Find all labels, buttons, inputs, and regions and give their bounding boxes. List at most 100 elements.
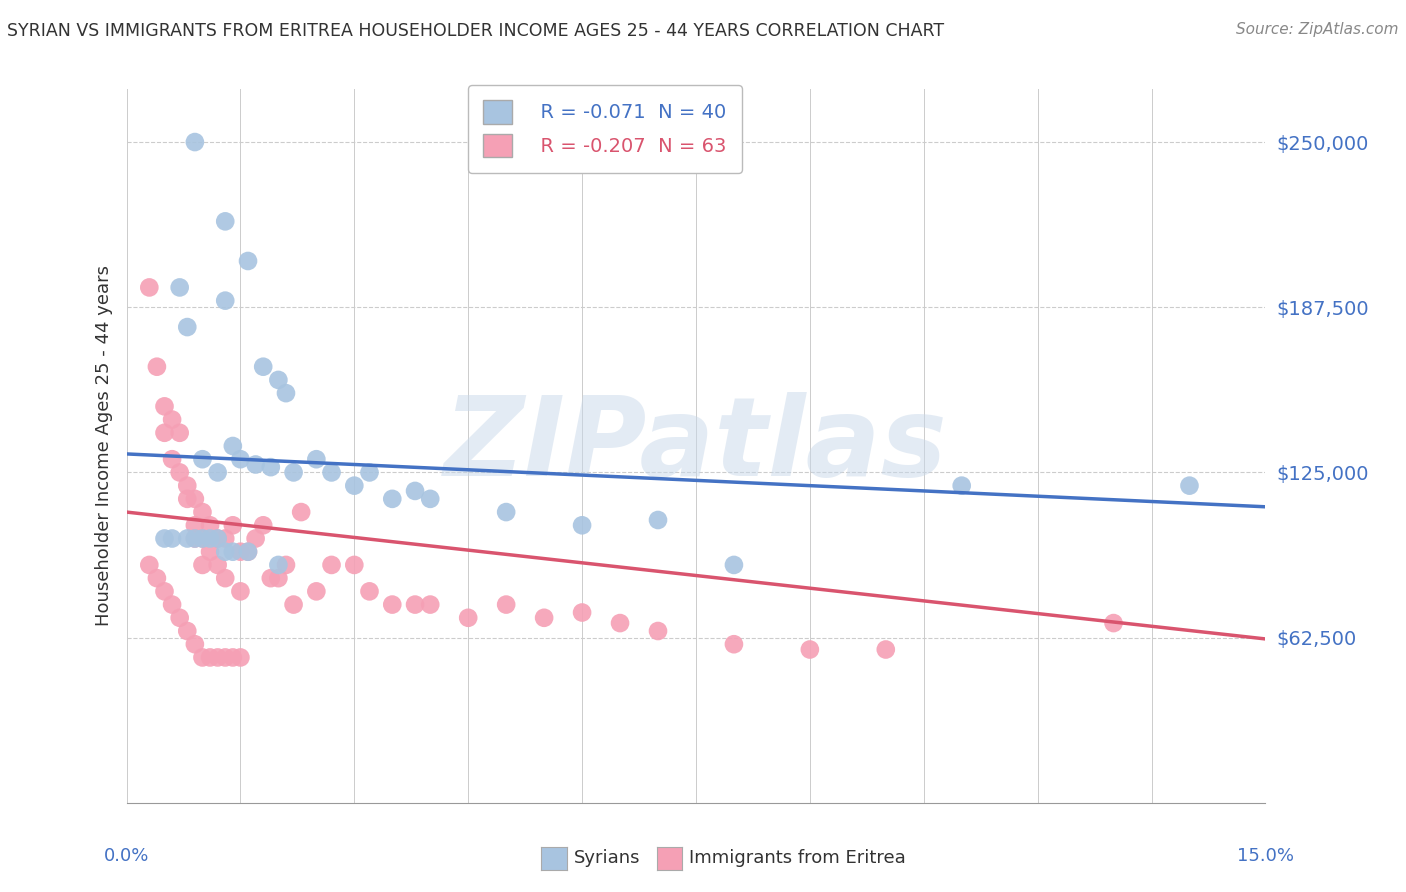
Point xyxy=(571,518,593,533)
Point xyxy=(176,478,198,492)
Point xyxy=(184,637,207,651)
Point xyxy=(207,558,229,572)
Point xyxy=(274,386,297,401)
Point xyxy=(609,616,631,631)
Point xyxy=(191,650,214,665)
Point xyxy=(1102,616,1125,631)
Point xyxy=(495,598,517,612)
Point xyxy=(153,532,176,546)
Point xyxy=(191,532,214,546)
Point xyxy=(169,466,191,480)
Point xyxy=(647,624,669,638)
Point xyxy=(283,466,305,480)
Point xyxy=(571,606,593,620)
Point xyxy=(176,532,198,546)
Point xyxy=(207,650,229,665)
Point xyxy=(169,611,191,625)
Point xyxy=(283,598,305,612)
Point xyxy=(222,439,245,453)
Point xyxy=(176,624,198,638)
Point xyxy=(176,491,198,506)
Point xyxy=(723,637,745,651)
Point xyxy=(198,532,221,546)
Point xyxy=(214,532,236,546)
Point xyxy=(723,558,745,572)
Point xyxy=(404,598,426,612)
Point xyxy=(305,584,328,599)
Text: Immigrants from Eritrea: Immigrants from Eritrea xyxy=(689,849,905,867)
Y-axis label: Householder Income Ages 25 - 44 years: Householder Income Ages 25 - 44 years xyxy=(94,266,112,626)
Point xyxy=(184,532,207,546)
Point xyxy=(214,545,236,559)
Point xyxy=(138,280,160,294)
Point xyxy=(236,254,259,268)
Point xyxy=(160,532,183,546)
Point xyxy=(229,545,252,559)
Point xyxy=(533,611,555,625)
Point xyxy=(214,293,236,308)
Point xyxy=(495,505,517,519)
Point xyxy=(198,518,221,533)
Point xyxy=(267,558,290,572)
Point xyxy=(198,545,221,559)
Point xyxy=(214,571,236,585)
Point xyxy=(245,458,267,472)
Point xyxy=(419,491,441,506)
Point xyxy=(236,545,259,559)
Text: SYRIAN VS IMMIGRANTS FROM ERITREA HOUSEHOLDER INCOME AGES 25 - 44 YEARS CORRELAT: SYRIAN VS IMMIGRANTS FROM ERITREA HOUSEH… xyxy=(7,22,945,40)
Point xyxy=(222,545,245,559)
Point xyxy=(343,478,366,492)
Point xyxy=(191,505,214,519)
Point xyxy=(252,518,274,533)
Point xyxy=(184,532,207,546)
Point xyxy=(160,598,183,612)
Point xyxy=(184,135,207,149)
Point xyxy=(191,452,214,467)
Point xyxy=(207,466,229,480)
Text: 0.0%: 0.0% xyxy=(104,847,149,865)
Point xyxy=(875,642,897,657)
Point xyxy=(799,642,821,657)
Point xyxy=(207,532,229,546)
Point xyxy=(236,545,259,559)
Point xyxy=(138,558,160,572)
Point xyxy=(153,400,176,414)
Point xyxy=(950,478,973,492)
Point xyxy=(207,532,229,546)
Point xyxy=(184,518,207,533)
Point xyxy=(222,518,245,533)
Point xyxy=(191,558,214,572)
Point xyxy=(222,650,245,665)
Point xyxy=(359,466,381,480)
Point xyxy=(252,359,274,374)
Point xyxy=(1178,478,1201,492)
Point xyxy=(153,584,176,599)
Text: 15.0%: 15.0% xyxy=(1237,847,1294,865)
Point xyxy=(321,466,343,480)
Point xyxy=(153,425,176,440)
Text: Syrians: Syrians xyxy=(574,849,640,867)
Point xyxy=(267,571,290,585)
Point xyxy=(229,650,252,665)
Legend:   R = -0.071  N = 40,   R = -0.207  N = 63: R = -0.071 N = 40, R = -0.207 N = 63 xyxy=(468,85,742,173)
Point xyxy=(260,571,283,585)
Point xyxy=(146,359,169,374)
Text: ZIPatlas: ZIPatlas xyxy=(444,392,948,500)
Point xyxy=(160,452,183,467)
Point xyxy=(245,532,267,546)
Point xyxy=(359,584,381,599)
Point xyxy=(381,491,404,506)
Point xyxy=(267,373,290,387)
Point xyxy=(647,513,669,527)
Point xyxy=(321,558,343,572)
Point xyxy=(160,412,183,426)
Point xyxy=(229,584,252,599)
Point xyxy=(404,483,426,498)
Point xyxy=(169,425,191,440)
Point xyxy=(290,505,312,519)
Point xyxy=(229,452,252,467)
Point xyxy=(343,558,366,572)
Point xyxy=(274,558,297,572)
Point xyxy=(184,491,207,506)
Point xyxy=(198,650,221,665)
